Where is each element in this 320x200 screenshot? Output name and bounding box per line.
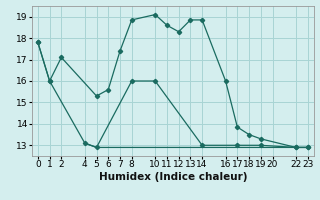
X-axis label: Humidex (Indice chaleur): Humidex (Indice chaleur)	[99, 172, 247, 182]
